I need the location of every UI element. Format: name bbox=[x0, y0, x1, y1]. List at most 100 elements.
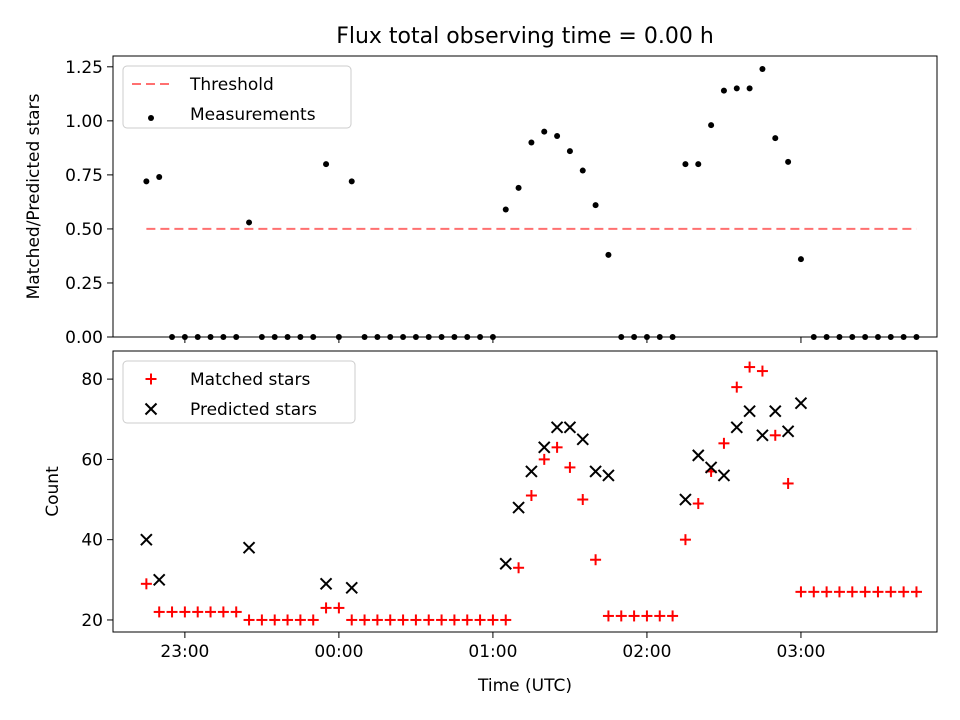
predicted-star-marker bbox=[704, 461, 718, 474]
matched-star-marker bbox=[641, 610, 653, 622]
measurement-point bbox=[233, 334, 240, 340]
marker-stroke bbox=[576, 433, 589, 446]
marker-stroke bbox=[345, 581, 358, 595]
matched-star-marker bbox=[795, 586, 807, 598]
predicted-star-marker bbox=[743, 405, 756, 418]
matched-star-marker bbox=[487, 614, 499, 626]
predicted-star-marker bbox=[794, 396, 808, 410]
marker-stroke bbox=[319, 577, 333, 591]
measurement-point bbox=[682, 161, 689, 168]
matched-star-marker bbox=[436, 614, 448, 626]
matched-star-marker bbox=[782, 477, 794, 489]
measurement-point bbox=[323, 161, 330, 168]
marker-stroke bbox=[717, 469, 731, 482]
matched-star-marker bbox=[294, 614, 306, 626]
y-tick-label: 40 bbox=[81, 531, 103, 551]
matched-star-marker bbox=[551, 441, 563, 453]
y-tick-label: 0.50 bbox=[65, 220, 103, 240]
y-axis-label: Matched/Predicted stars bbox=[24, 93, 44, 299]
measurement-point bbox=[823, 334, 830, 340]
marker-stroke bbox=[679, 493, 692, 506]
predicted-star-marker bbox=[756, 429, 769, 442]
measurement-point bbox=[605, 251, 612, 258]
measurement-point bbox=[335, 334, 342, 340]
matched-star-marker bbox=[859, 586, 871, 598]
matched-star-marker bbox=[628, 610, 640, 622]
predicted-star-marker bbox=[242, 541, 256, 554]
axes-frame bbox=[112, 55, 938, 338]
measurement-point bbox=[425, 334, 432, 340]
measurement-point bbox=[849, 334, 856, 340]
marker-stroke bbox=[602, 469, 615, 482]
measurement-point bbox=[528, 139, 535, 146]
matched-star-marker bbox=[525, 490, 537, 502]
measurement-point bbox=[348, 178, 355, 185]
measurement-point bbox=[271, 334, 278, 340]
measurement-point bbox=[464, 334, 471, 340]
predicted-star-marker bbox=[499, 557, 512, 570]
y-axis-label: Count bbox=[43, 466, 63, 517]
measurement-point bbox=[515, 184, 522, 191]
measurement-point bbox=[759, 65, 766, 72]
matched-star-marker bbox=[179, 606, 191, 618]
predicted-star-marker bbox=[512, 501, 525, 514]
measurement-point bbox=[438, 334, 445, 340]
measurement-point bbox=[220, 334, 227, 340]
bottom-panel: 20 40 60 80 23:00 00:00 01:00 02:00 03:00 Count Ti… bbox=[43, 350, 938, 696]
matched-star-marker bbox=[821, 586, 833, 598]
measurement-point bbox=[156, 174, 163, 181]
predicted-star-marker bbox=[679, 493, 692, 506]
measurement-point bbox=[810, 334, 817, 340]
marker-stroke bbox=[769, 405, 782, 418]
measurement-point bbox=[836, 334, 843, 340]
predicted-star-marker bbox=[538, 441, 551, 454]
matched-star-marker bbox=[756, 365, 768, 377]
matched-star-marker bbox=[140, 578, 152, 590]
marker-stroke bbox=[525, 465, 538, 478]
y-tick-label: 80 bbox=[81, 370, 103, 390]
measurement-point bbox=[489, 334, 496, 340]
x-tick-label: 23:00 bbox=[160, 642, 209, 662]
matched-star-marker bbox=[590, 554, 602, 566]
measurement-point bbox=[656, 334, 663, 340]
x-tick-label: 02:00 bbox=[622, 642, 671, 662]
marker-stroke bbox=[730, 421, 743, 434]
predicted-star-marker bbox=[550, 421, 564, 434]
measurement-point bbox=[643, 334, 650, 340]
measurement-point bbox=[541, 128, 548, 135]
measurement-point bbox=[194, 334, 201, 340]
matched-star-marker bbox=[846, 586, 858, 598]
marker-stroke bbox=[756, 429, 769, 442]
measurement-point bbox=[451, 334, 458, 340]
matched-star-marker bbox=[872, 586, 884, 598]
matched-star-marker bbox=[654, 610, 666, 622]
predicted-star-marker bbox=[602, 469, 615, 482]
matched-star-marker bbox=[885, 586, 897, 598]
predicted-star-marker bbox=[730, 421, 743, 434]
matched-star-marker bbox=[243, 614, 255, 626]
predicted-star-marker bbox=[576, 433, 589, 446]
predicted-star-marker bbox=[345, 581, 358, 595]
measurement-point bbox=[772, 135, 779, 142]
matched-star-marker bbox=[615, 610, 627, 622]
legend-label: Threshold bbox=[189, 75, 274, 95]
measurement-point bbox=[720, 87, 727, 94]
measurement-point bbox=[733, 85, 740, 92]
matched-star-marker bbox=[833, 586, 845, 598]
predicted-star-marker bbox=[319, 577, 333, 591]
measurement-point bbox=[874, 334, 881, 340]
matched-star-marker bbox=[448, 614, 460, 626]
matched-star-marker bbox=[744, 361, 756, 373]
marker-stroke bbox=[563, 421, 577, 434]
measurement-point bbox=[554, 132, 561, 139]
measurement-point bbox=[797, 256, 804, 263]
matched-star-marker bbox=[359, 614, 371, 626]
top-panel: 0.00 0.25 0.50 0.75 1.00 1.25 Matched/Predicte… bbox=[24, 55, 938, 348]
predicted-star-marker bbox=[769, 405, 782, 418]
matched-star-marker bbox=[538, 453, 550, 465]
marker-stroke bbox=[512, 501, 525, 514]
chart-title: Flux total observing time = 0.00 h bbox=[336, 24, 714, 49]
legend: Matched stars Predicted stars bbox=[122, 360, 356, 424]
x-tick-label: 00:00 bbox=[314, 642, 363, 662]
matched-star-marker bbox=[808, 586, 820, 598]
